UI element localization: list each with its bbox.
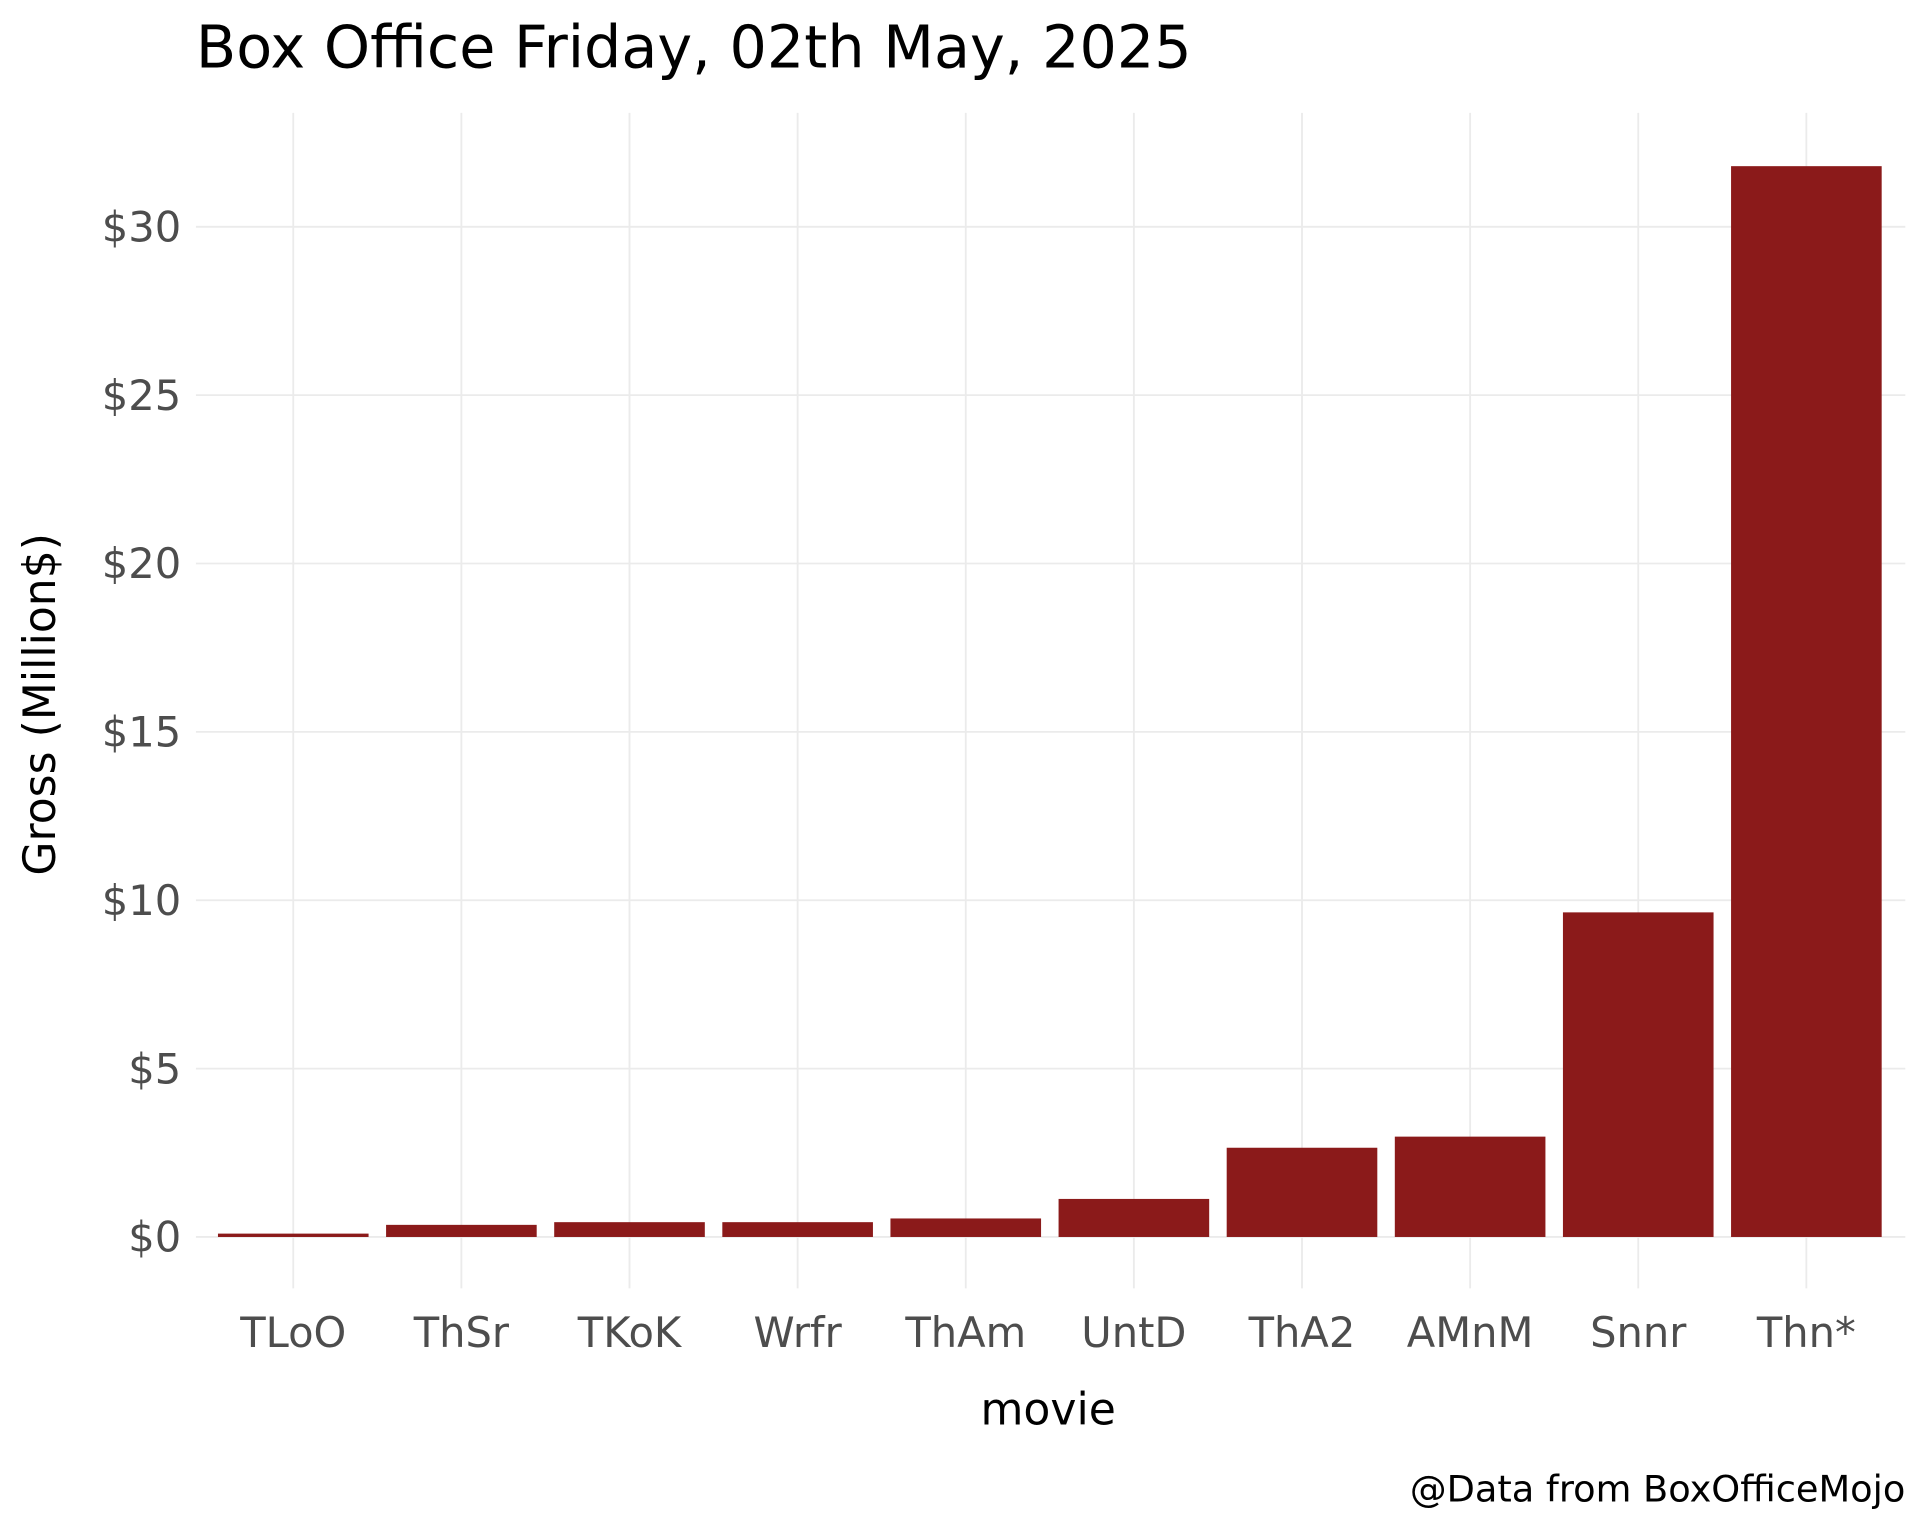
bar-Wrfr [722,1222,873,1237]
y-tick-label: $20 [102,539,181,588]
x-tick-label: AMnM [1407,1308,1534,1357]
y-axis-label: Gross (Million$) [15,533,66,876]
bar-TLoO [217,1233,369,1237]
bar-Snnr [1562,912,1714,1237]
bar-ThSr [386,1224,537,1237]
bar-ThAm [890,1218,1042,1237]
x-tick-label: UntD [1081,1308,1186,1357]
chart-title: Box Office Friday, 02th May, 2025 [196,13,1192,82]
y-tick-label: $25 [102,371,181,420]
y-tick-labels: $0 $5 $10 $15 $20 $25 $30 [102,202,181,1261]
y-tick-label: $5 [128,1044,181,1093]
bar-UntD [1058,1198,1210,1237]
bar-AMnM [1394,1136,1546,1237]
x-axis-label: movie [980,1384,1115,1435]
y-tick-label: $15 [102,708,181,757]
x-tick-label: ThA2 [1248,1308,1356,1357]
bar-Thn* [1731,166,1882,1237]
x-tick-label: ThSr [413,1308,510,1357]
x-tick-labels: TLoO ThSr TKoK Wrfr ThAm UntD ThA2 AMnM Snnr Thn* [239,1308,1856,1357]
x-tick-label: ThAm [904,1308,1026,1357]
x-tick-label: Wrfr [754,1308,843,1357]
y-tick-label: $30 [102,202,181,251]
gridlines [195,112,1906,1289]
x-tick-label: Snnr [1590,1308,1687,1357]
y-tick-label: $10 [102,876,181,925]
caption: @Data from BoxOfficeMojo [1410,1467,1905,1510]
x-tick-label: TLoO [239,1308,346,1357]
y-tick-label: $0 [128,1213,181,1262]
bar-ThA2 [1226,1147,1378,1237]
bars [217,166,1882,1237]
bar-TKoK [554,1222,705,1237]
x-tick-label: Thn* [1756,1308,1856,1357]
x-tick-label: TKoK [577,1308,683,1357]
